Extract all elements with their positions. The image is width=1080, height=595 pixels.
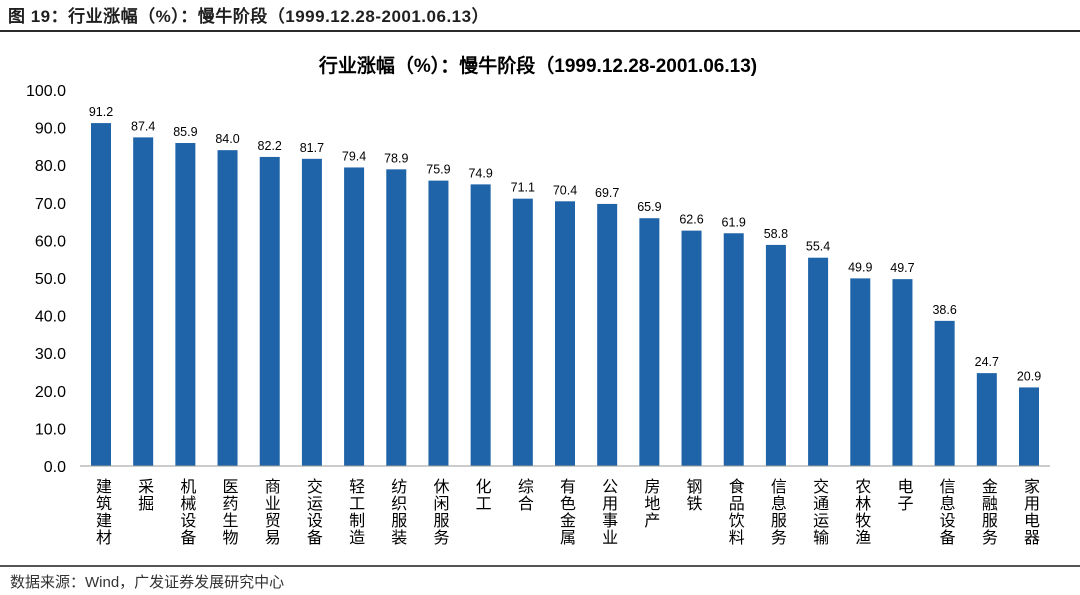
data-label: 49.7 [890, 261, 914, 275]
y-tick-label: 80.0 [35, 158, 66, 175]
data-label: 84.0 [215, 132, 239, 146]
y-tick-label: 70.0 [35, 196, 66, 213]
x-tick-label: 电子 [894, 478, 912, 512]
source-note: 数据来源：Wind，广发证券发展研究中心 [10, 574, 285, 591]
bar [681, 230, 702, 466]
bar [175, 143, 196, 467]
bars: 91.2 87.4 85.9 84.0 82.2 81.7 79.4 78.9 75.9 74.9… [89, 105, 1041, 467]
data-label: 58.8 [764, 227, 788, 241]
x-tick-label: 食品饮料 [725, 478, 743, 546]
bar [133, 137, 154, 466]
x-tick-label: 采掘 [135, 478, 153, 512]
bar [850, 278, 871, 466]
x-tick-label: 金融服务 [978, 478, 996, 546]
data-label: 75.9 [426, 163, 450, 177]
x-tick-label: 休闲服务 [430, 478, 448, 546]
chart-title: 行业涨幅（%）：慢牛阶段（1999.12.28-2001.06.13) [318, 54, 757, 77]
y-tick-label: 0.0 [44, 459, 66, 476]
x-tick-label: 房地产 [641, 478, 659, 529]
y-tick-label: 10.0 [35, 421, 66, 438]
data-label: 69.7 [595, 186, 619, 200]
data-label: 20.9 [1017, 369, 1041, 383]
y-tick-label: 50.0 [35, 271, 66, 288]
y-tick-label: 20.0 [35, 384, 66, 401]
x-tick-label: 交运设备 [303, 478, 321, 546]
bar [723, 233, 744, 466]
x-tick-label: 化工 [472, 478, 490, 512]
bar [386, 169, 407, 466]
data-label: 61.9 [722, 215, 746, 229]
data-label: 38.6 [932, 303, 956, 317]
x-tick-label: 家用电器 [1021, 478, 1038, 546]
y-tick-label: 90.0 [35, 121, 66, 138]
data-label: 82.2 [258, 139, 282, 153]
x-tick-label: 机械设备 [177, 478, 195, 546]
y-tick-label: 100.0 [26, 83, 66, 100]
x-tick-label: 有色金属 [557, 478, 574, 546]
data-label: 78.9 [384, 151, 408, 165]
bar [597, 203, 618, 467]
bar [934, 320, 955, 466]
y-axis: 0.0 10.0 20.0 30.0 40.0 50.0 60.0 70.0 80.0 90.0 1… [26, 83, 66, 476]
y-tick-label: 30.0 [35, 346, 66, 363]
top-divider [0, 30, 1080, 32]
bar [976, 373, 997, 466]
data-label: 62.6 [679, 213, 703, 227]
x-tick-label: 公用事业 [599, 478, 617, 546]
x-tick-label: 综合 [514, 478, 532, 512]
bar [512, 198, 533, 466]
x-tick-label: 轻工制造 [346, 478, 364, 546]
x-tick-label: 医药生物 [219, 478, 237, 546]
bar [301, 158, 322, 467]
bar [639, 218, 660, 466]
bar [428, 180, 449, 466]
data-label: 74.9 [468, 166, 492, 180]
x-tick-label: 建筑建材 [93, 478, 110, 546]
data-label: 91.2 [89, 105, 113, 119]
x-tick-label: 信息服务 [767, 478, 785, 546]
x-tick-label: 交通运输 [810, 478, 828, 546]
y-tick-label: 40.0 [35, 309, 66, 326]
bar [765, 244, 786, 466]
data-label: 70.4 [553, 183, 577, 197]
x-tick-label: 钢铁 [683, 478, 701, 512]
bar [259, 156, 280, 467]
figure-caption: 图 19：行业涨幅（%）：慢牛阶段（1999.12.28-2001.06.13） [8, 7, 490, 26]
bar [808, 257, 829, 466]
bar [555, 201, 575, 466]
data-label: 65.9 [637, 200, 661, 214]
x-tick-label: 商业贸易 [261, 478, 279, 546]
data-label: 55.4 [806, 240, 830, 254]
x-tick-label: 信息设备 [936, 478, 954, 546]
data-label: 85.9 [173, 125, 197, 139]
data-label: 24.7 [975, 355, 999, 369]
x-tick-label: 纺织服装 [388, 478, 406, 546]
data-label: 71.1 [511, 181, 535, 195]
x-tick-label: 农林牧渔 [852, 478, 870, 546]
data-label: 49.9 [848, 260, 872, 274]
data-label: 79.4 [342, 149, 366, 163]
bottom-divider [0, 565, 1080, 567]
bar [91, 123, 111, 466]
bar [470, 184, 491, 466]
data-label: 87.4 [131, 119, 155, 133]
bar [217, 150, 238, 466]
bar [1019, 387, 1039, 466]
y-tick-label: 60.0 [35, 233, 66, 250]
bar [344, 167, 365, 466]
bar [892, 279, 913, 466]
data-label: 81.7 [300, 141, 324, 155]
